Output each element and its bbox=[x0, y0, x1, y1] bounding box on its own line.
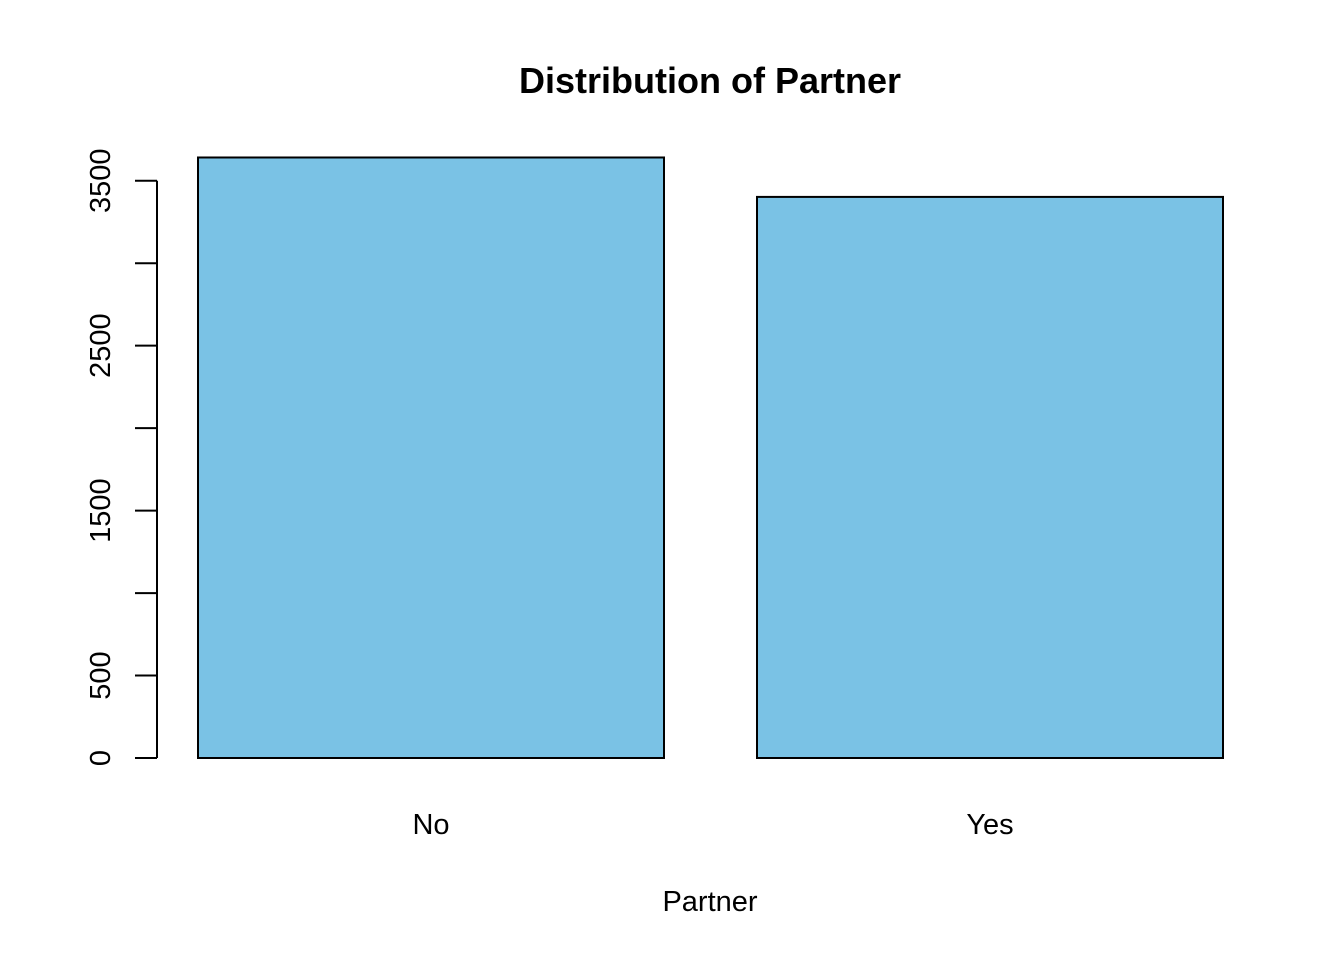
y-tick-label-2500: 2500 bbox=[85, 313, 117, 378]
bar-yes bbox=[756, 195, 1224, 759]
bar-no bbox=[197, 156, 665, 759]
y-tick-label-0: 0 bbox=[85, 750, 117, 766]
bars-layer bbox=[197, 156, 1224, 759]
y-tick-label-1500: 1500 bbox=[85, 478, 117, 543]
x-tick-label-yes: Yes bbox=[966, 809, 1013, 841]
x-axis-label: Partner bbox=[662, 886, 757, 918]
y-axis: 0 500 1500 2500 3500 bbox=[85, 148, 158, 766]
x-tick-label-no: No bbox=[412, 809, 449, 841]
chart-title: Distribution of Partner bbox=[519, 60, 901, 101]
x-category-labels: No Yes bbox=[412, 809, 1013, 841]
y-tick-label-3500: 3500 bbox=[85, 148, 117, 213]
y-tick-label-500: 500 bbox=[85, 651, 117, 699]
